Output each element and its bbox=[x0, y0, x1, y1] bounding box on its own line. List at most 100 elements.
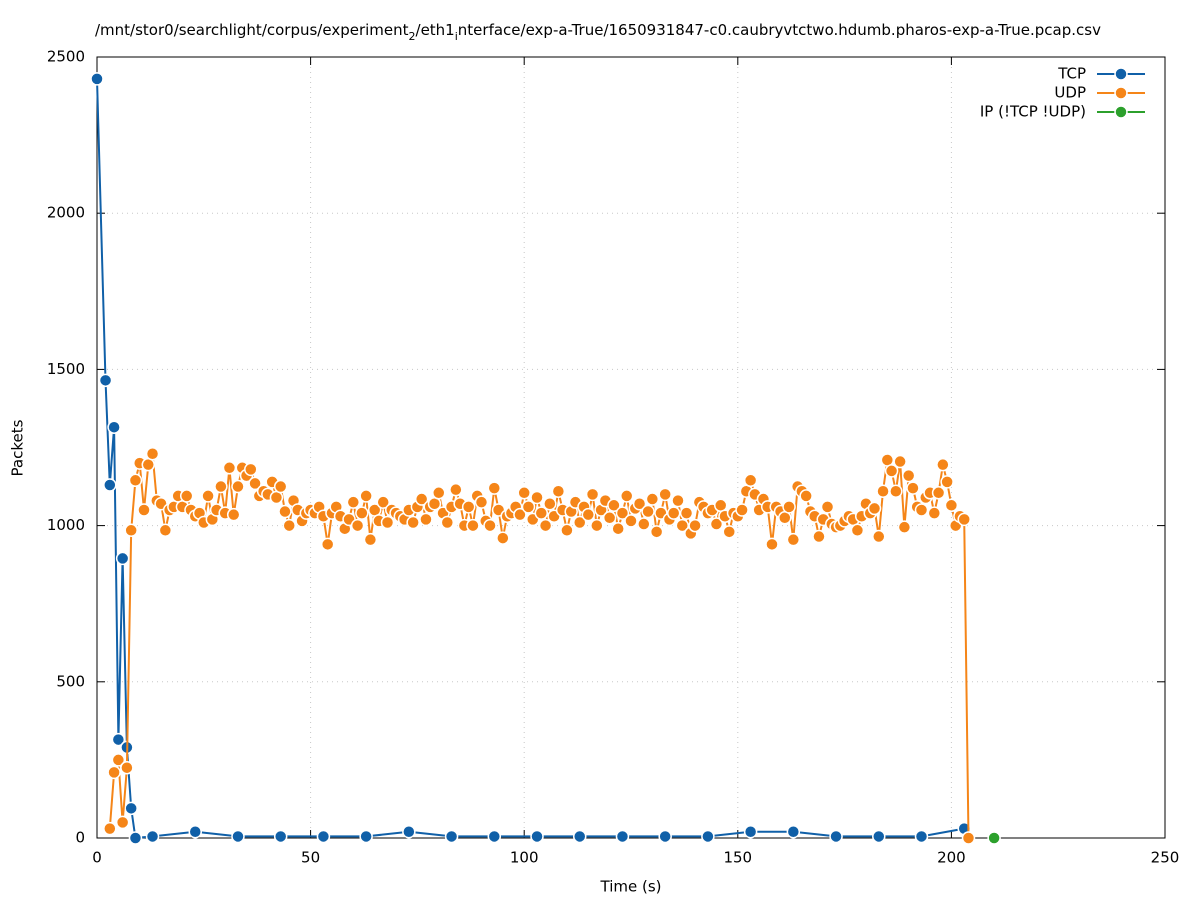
legend-label: IP (!TCP !UDP) bbox=[980, 103, 1086, 121]
data-point bbox=[872, 829, 886, 844]
data-point bbox=[812, 529, 826, 544]
plot-frame bbox=[96, 56, 1166, 839]
data-point bbox=[709, 517, 724, 531]
data-point bbox=[914, 503, 929, 517]
data-point bbox=[936, 457, 950, 472]
data-point bbox=[867, 501, 882, 516]
data-point bbox=[572, 829, 587, 844]
data-point bbox=[496, 531, 510, 545]
title-part: i bbox=[455, 30, 458, 43]
data-point bbox=[278, 504, 292, 519]
data-point bbox=[355, 506, 369, 520]
data-point bbox=[111, 753, 126, 767]
x-tick-label: 100 bbox=[510, 849, 539, 867]
data-point bbox=[679, 506, 694, 520]
y-tick-label: 2500 bbox=[47, 48, 85, 66]
data-point bbox=[363, 532, 378, 547]
data-point bbox=[350, 518, 365, 533]
data-point bbox=[440, 515, 455, 530]
data-point bbox=[222, 461, 237, 475]
data-point bbox=[103, 478, 117, 492]
data-point bbox=[658, 829, 672, 844]
data-point bbox=[316, 829, 331, 844]
data-point bbox=[607, 498, 621, 513]
data-point bbox=[115, 551, 130, 566]
data-point bbox=[850, 523, 865, 538]
data-point bbox=[940, 475, 954, 489]
data-point bbox=[897, 520, 912, 534]
data-point bbox=[461, 500, 476, 514]
data-point bbox=[90, 72, 104, 86]
y-tick-label: 500 bbox=[56, 672, 85, 690]
data-point bbox=[884, 464, 899, 478]
data-point bbox=[957, 512, 971, 527]
data-point bbox=[602, 511, 617, 525]
data-point bbox=[483, 518, 497, 533]
data-point bbox=[799, 489, 813, 503]
data-point bbox=[645, 492, 660, 506]
data-point bbox=[282, 518, 296, 533]
y-tick-label: 0 bbox=[75, 829, 85, 847]
data-point bbox=[179, 489, 194, 503]
data-point bbox=[961, 831, 976, 845]
data-point bbox=[906, 481, 920, 495]
data-point bbox=[111, 732, 126, 747]
data-point bbox=[671, 493, 685, 508]
data-point bbox=[120, 760, 134, 775]
data-point bbox=[914, 829, 929, 844]
data-point bbox=[722, 525, 737, 539]
data-point bbox=[688, 518, 702, 533]
legend-label: UDP bbox=[1054, 84, 1086, 102]
data-point bbox=[637, 517, 651, 531]
data-point bbox=[538, 518, 553, 533]
data-point bbox=[590, 518, 604, 533]
data-point bbox=[534, 506, 549, 520]
data-point bbox=[103, 821, 117, 836]
data-point bbox=[107, 420, 121, 434]
data-point bbox=[585, 487, 600, 502]
x-tick-label: 150 bbox=[723, 849, 752, 867]
series-line bbox=[96, 78, 965, 840]
data-point bbox=[115, 815, 130, 830]
data-point bbox=[145, 446, 160, 461]
data-point bbox=[517, 486, 531, 500]
data-point bbox=[901, 468, 916, 483]
legend-swatch bbox=[1114, 105, 1128, 119]
title-part: /eth1 bbox=[416, 21, 455, 39]
data-point bbox=[474, 495, 489, 509]
data-point bbox=[273, 829, 288, 844]
data-point bbox=[201, 489, 215, 503]
title-part: 2 bbox=[409, 30, 416, 43]
data-point bbox=[320, 537, 335, 552]
data-point bbox=[444, 829, 459, 844]
data-point bbox=[248, 476, 262, 491]
data-point bbox=[735, 503, 749, 517]
data-point bbox=[666, 506, 681, 520]
data-point bbox=[521, 500, 536, 514]
data-point bbox=[380, 515, 395, 530]
data-point bbox=[820, 500, 835, 514]
data-point bbox=[649, 525, 664, 539]
data-point bbox=[611, 521, 625, 536]
data-point bbox=[402, 825, 416, 839]
data-point bbox=[406, 515, 420, 530]
x-tick-label: 0 bbox=[92, 849, 102, 867]
title-part: nterface/exp-a-True/1650931847-c0.caubry… bbox=[458, 21, 1101, 39]
data-point bbox=[944, 498, 959, 513]
data-point bbox=[530, 829, 544, 844]
data-point bbox=[743, 825, 758, 839]
data-point bbox=[414, 492, 429, 506]
x-tick-label: 50 bbox=[301, 849, 320, 867]
data-point bbox=[244, 462, 258, 477]
x-axis-label: Time (s) bbox=[600, 878, 662, 896]
x-tick-label: 250 bbox=[1151, 849, 1180, 867]
x-tick-label: 200 bbox=[937, 849, 966, 867]
data-point bbox=[273, 479, 288, 494]
data-point bbox=[359, 489, 373, 503]
data-point bbox=[632, 496, 647, 511]
data-point bbox=[786, 532, 801, 547]
data-point bbox=[624, 514, 638, 528]
chart-title: /mnt/stor0/searchlight/corpus/experiment… bbox=[95, 21, 1101, 43]
data-point bbox=[743, 473, 758, 488]
